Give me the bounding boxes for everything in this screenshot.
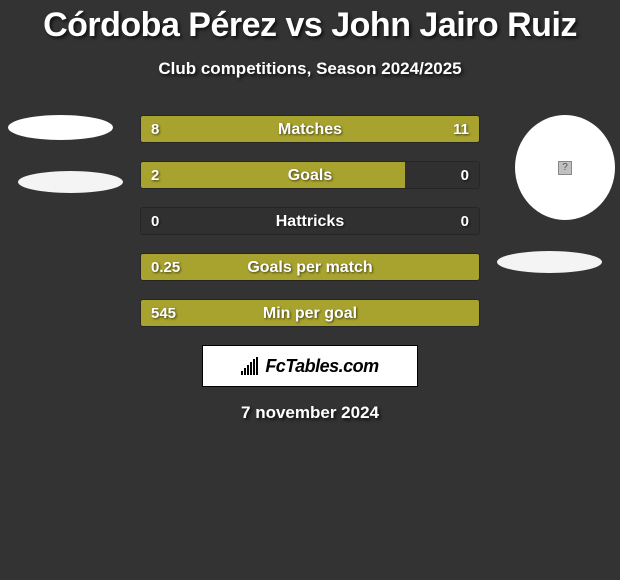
logo-text: FcTables.com [265,356,378,377]
logo-box: FcTables.com [202,345,418,387]
player-left-headshot [8,115,113,140]
bar-label: Goals per match [141,254,479,280]
bar-label: Min per goal [141,300,479,326]
stats-bars: 811Matches 20Goals 00Hattricks 0.25Goals pe… [140,115,480,327]
page-title: Córdoba Pérez vs John Jairo Ruiz [0,0,620,45]
bar-label: Goals [141,162,479,188]
stat-row: 0.25Goals per match [140,253,480,281]
missing-image-icon: ? [558,161,572,175]
stat-row: 00Hattricks [140,207,480,235]
player-right-shadow [497,251,602,273]
logo-chart-icon [241,357,259,375]
stat-row: 811Matches [140,115,480,143]
bar-label: Matches [141,116,479,142]
content-area: ? 811Matches 20Goals 00Hattricks 0.25Goals … [0,115,620,423]
bar-label: Hattricks [141,208,479,234]
date-line: 7 november 2024 [0,403,620,423]
player-left-shadow [18,171,123,193]
page-subtitle: Club competitions, Season 2024/2025 [0,59,620,79]
stat-row: 545Min per goal [140,299,480,327]
stat-row: 20Goals [140,161,480,189]
player-right-headshot: ? [515,115,615,220]
